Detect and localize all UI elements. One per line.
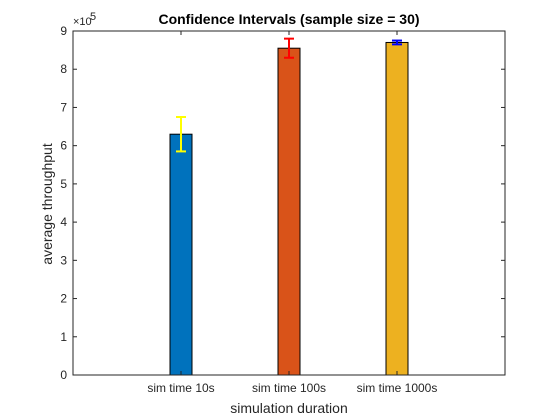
ticks-layer: 0 1 2 3 4 5 6 7 8 9 sim time 10s sim time 100s sim t… [60,24,505,395]
error-bar-1 [176,116,186,153]
y-tick-label: 5 [60,177,67,191]
y-axis-exponent: ×10 5 [73,11,96,28]
error-bars-layer [176,37,402,153]
y-tick-label: 4 [60,215,67,229]
y-tick-label: 7 [60,100,67,114]
y-tick-label: 8 [60,62,67,76]
y-axis-exponent-base: ×10 [73,16,92,28]
bar-2 [277,47,301,376]
bar-3 [385,41,409,376]
x-tick-label: sim time 10s [147,381,214,395]
x-tick-label: sim time 100s [252,381,326,395]
y-tick-label: 3 [60,253,67,267]
y-axis-title: average throughput [39,143,55,265]
x-tick-label: sim time 1000s [357,381,438,395]
y-tick-label: 6 [60,139,67,153]
bar-1 [169,133,193,376]
error-bar-3 [392,39,402,46]
y-tick-label: 0 [60,368,67,382]
error-bar-2 [284,37,294,59]
chart-title: Confidence Intervals (sample size = 30) [158,11,419,27]
y-axis-exponent-power: 5 [90,11,96,23]
y-tick-label: 2 [60,292,67,306]
x-axis-title: simulation duration [230,400,348,416]
y-tick-label: 1 [60,330,67,344]
y-tick-label: 9 [60,24,67,38]
